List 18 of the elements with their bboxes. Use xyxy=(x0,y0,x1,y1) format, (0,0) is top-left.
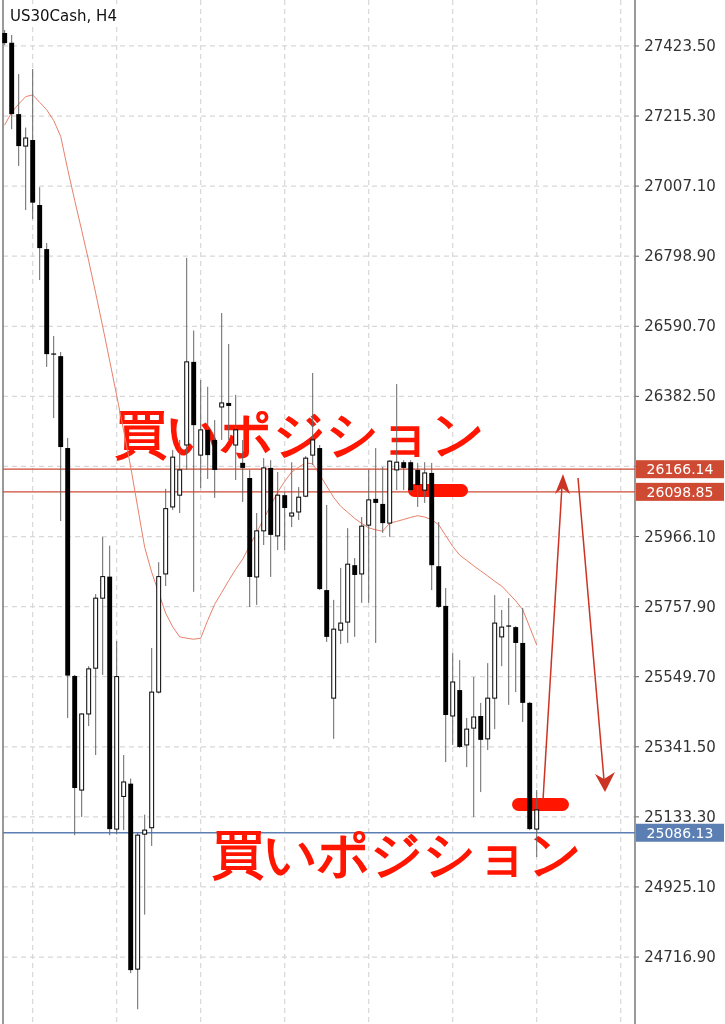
ref-line-label: 25086.13 xyxy=(646,824,714,841)
y-tick-label: 25549.70 xyxy=(644,667,716,686)
y-tick-label: 24925.10 xyxy=(644,877,716,896)
y-tick-label: 27007.10 xyxy=(644,177,716,196)
y-tick-label: 25341.50 xyxy=(644,737,716,756)
y-tick-label: 25757.90 xyxy=(644,597,716,616)
y-tick-label: 24716.90 xyxy=(644,948,716,967)
y-tick-label: 26798.90 xyxy=(644,247,716,266)
y-tick-label: 27423.50 xyxy=(644,36,716,55)
y-tick-label: 27215.30 xyxy=(644,107,716,126)
y-tick-label: 26590.70 xyxy=(644,317,716,336)
y-tick-label: 25133.30 xyxy=(644,807,716,826)
ref-line-label: 26098.85 xyxy=(646,483,714,500)
y-tick-label: 25966.10 xyxy=(644,527,716,546)
ref-line-label: 26166.14 xyxy=(646,461,714,478)
annotation: 買いポジション xyxy=(212,824,582,884)
y-tick-label: 26382.50 xyxy=(644,387,716,406)
text: US30Cash, H4 xyxy=(10,7,117,25)
